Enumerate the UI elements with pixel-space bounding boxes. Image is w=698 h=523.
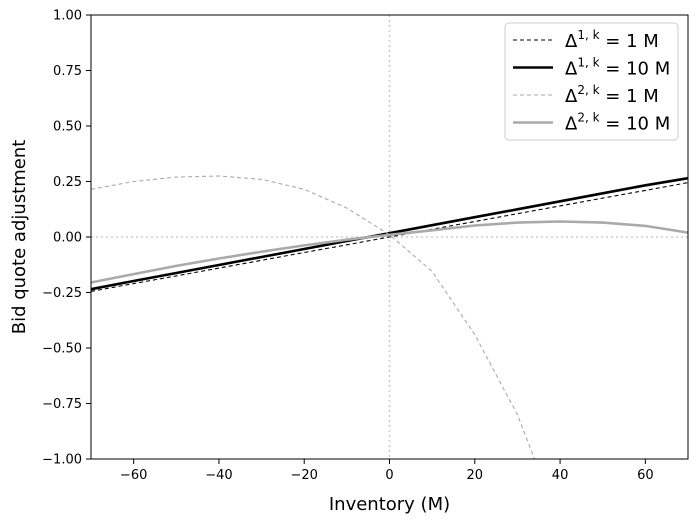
y-tick-label: −1.00 <box>42 453 82 468</box>
legend-frame <box>504 22 679 141</box>
series-line-1 <box>90 182 689 292</box>
y-axis-title: Bid quote adjustment <box>9 140 30 335</box>
x-axis-ticks: −60 −40 −20 0 20 40 60 <box>120 459 654 483</box>
legend-label-4: Δ2, k = 10 M <box>565 111 670 135</box>
series-line-4 <box>90 220 689 284</box>
legend-label-3: Δ2, k = 1 M <box>565 83 659 107</box>
x-tick-label: −60 <box>120 468 147 483</box>
y-tick-label: 0.25 <box>53 175 82 190</box>
y-tick-label: −0.75 <box>42 397 82 412</box>
legend-label-2: Δ1, k = 10 M <box>565 56 670 80</box>
y-tick-label: −0.50 <box>42 342 82 357</box>
x-tick-label: 0 <box>385 468 393 483</box>
x-axis-title: Inventory (M) <box>329 494 450 515</box>
series-line-3 <box>90 175 536 460</box>
x-tick-label: 20 <box>467 468 484 483</box>
x-tick-label: 60 <box>637 468 654 483</box>
y-tick-label: 1.00 <box>53 9 82 24</box>
y-tick-label: 0.50 <box>53 120 82 135</box>
series-line-2 <box>90 176 689 291</box>
legend-items: Δ1, k = 1 M Δ1, k = 10 M Δ2, k = 1 M Δ2, k … <box>513 28 670 135</box>
y-axis-ticks: −1.00 −0.75 −0.50 −0.25 0.00 0.25 0.50 0.75 1.00 <box>42 9 91 468</box>
legend-label-1: Δ1, k = 1 M <box>565 28 659 52</box>
x-tick-label: 40 <box>552 468 569 483</box>
plot-series <box>90 175 689 460</box>
y-tick-label: −0.25 <box>42 286 82 301</box>
x-tick-label: −20 <box>290 468 317 483</box>
legend: Δ1, k = 1 M Δ1, k = 10 M Δ2, k = 1 M Δ2, k … <box>504 22 679 141</box>
y-tick-label: 0.00 <box>53 231 82 246</box>
x-tick-label: −40 <box>205 468 232 483</box>
y-tick-label: 0.75 <box>53 64 82 79</box>
